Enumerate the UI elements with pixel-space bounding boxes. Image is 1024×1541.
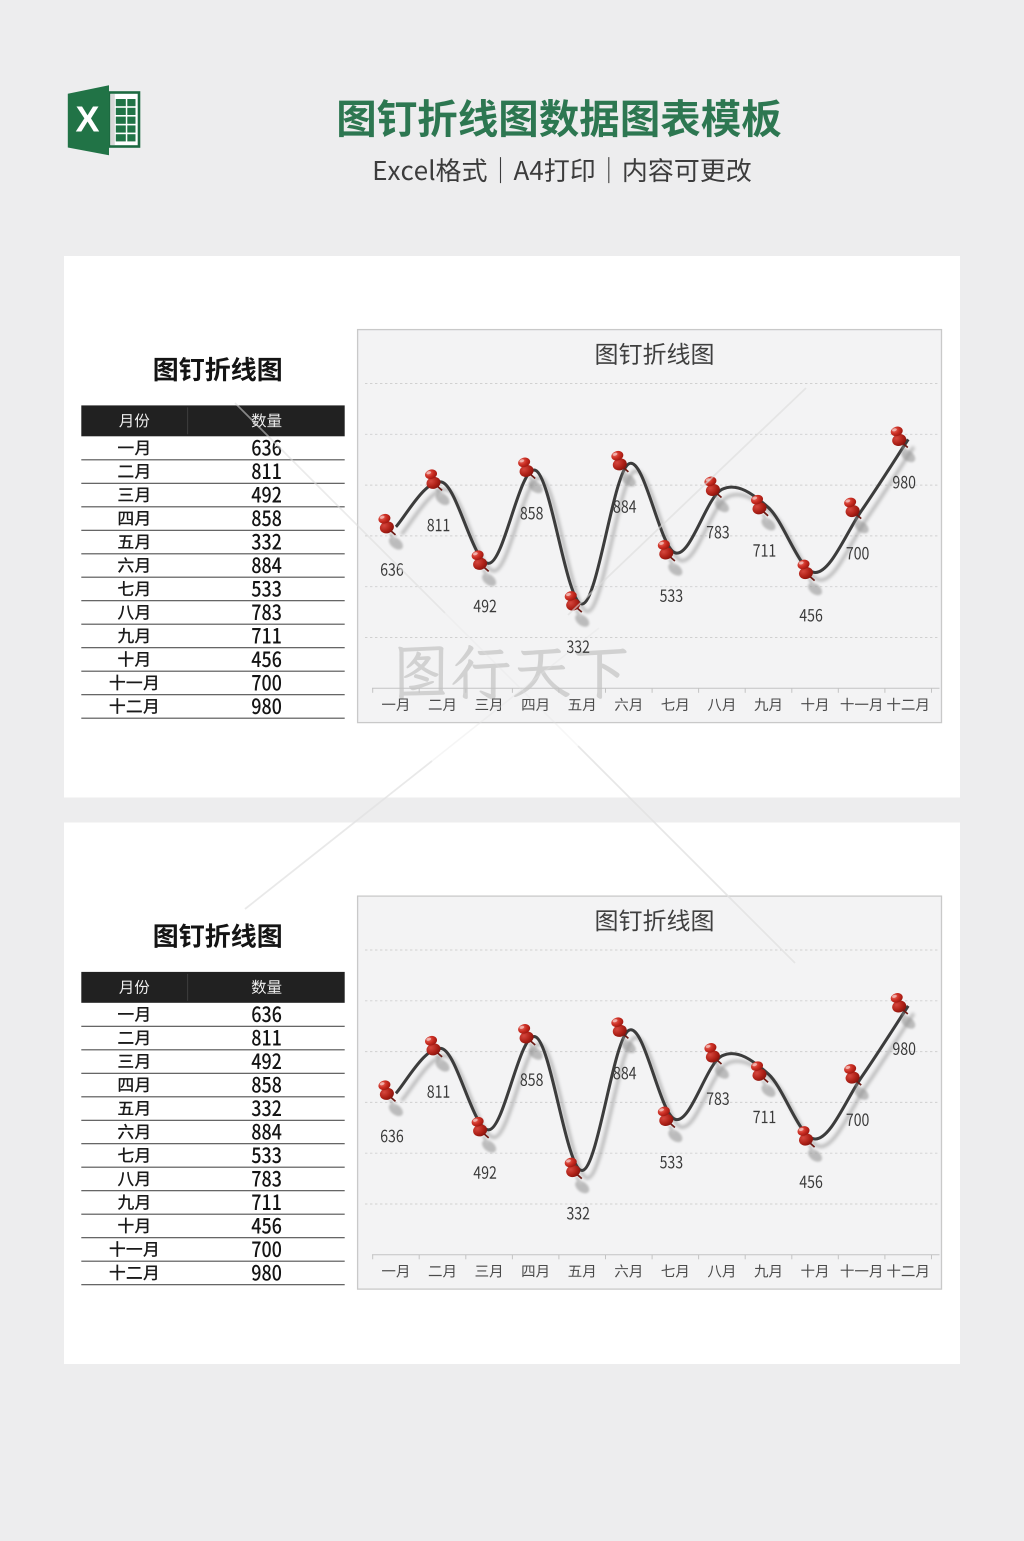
svg-text:X: X bbox=[75, 99, 99, 140]
